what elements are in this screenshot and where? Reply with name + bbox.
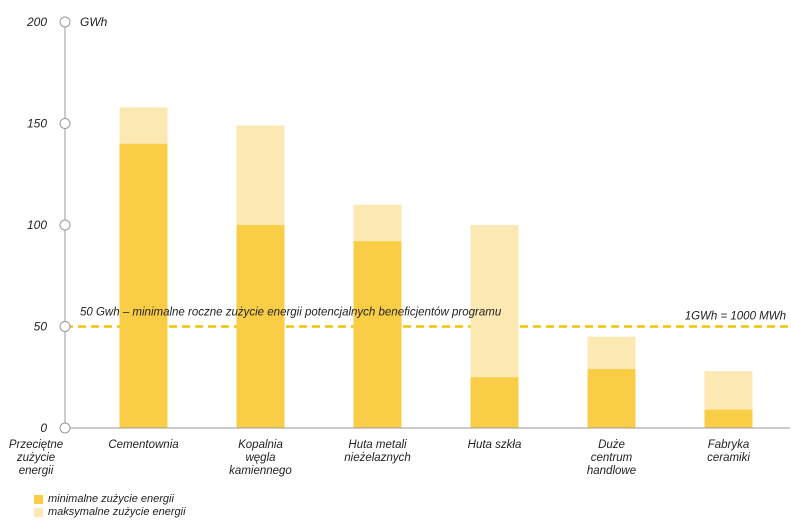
y-tick-label: 0 [40,421,47,435]
x-start-label-line: zużycie [16,452,55,464]
legend-swatch-max [34,508,43,517]
category-label-line: kamiennego [229,465,292,477]
bar-min [353,241,402,428]
legend-item-max: maksymalne zużycie energii [34,506,186,519]
category-label-line: Duże [598,439,625,451]
bar-min [587,369,636,428]
x-start-label: Przeciętne zużycie energii [9,439,63,477]
category-label-line: Fabryka [708,439,750,451]
legend-label-min: minimalne zużycie energii [48,493,174,505]
legend-item-min: minimalne zużycie energii [34,493,186,506]
y-tick-marker [59,219,71,231]
bar-min [704,409,753,428]
y-tick-marker [59,16,71,28]
x-start-label-line: Przeciętne [9,439,63,451]
y-tick-label: 150 [27,117,47,131]
category-label: Duże centrum handlowe [587,439,636,477]
y-tick-label: 100 [27,218,47,232]
category-label: Kopalnia węgla kamiennego [229,439,292,477]
category-label: Fabryka ceramiki [707,439,750,464]
legend-label-max: maksymalne zużycie energii [48,506,186,518]
category-label-line: handlowe [587,465,636,477]
category-label: Huta metali nieżelaznych [344,439,410,464]
y-unit-label: GWh [80,15,108,29]
bar-min [236,225,285,428]
axes-group [59,16,790,434]
legend-swatch-min [34,495,43,504]
reference-line-label: 50 Gwh – minimalne roczne zużycie energi… [80,307,502,319]
x-start-label-line: energii [19,465,54,477]
category-label-line: Kopalnia [238,439,283,451]
category-label: Huta szkła [468,439,522,451]
bars-group [119,107,753,429]
category-label-line: ceramiki [707,452,750,464]
bar-min [119,143,168,429]
category-label-line: węgla [245,452,275,464]
y-tick-label: 50 [34,320,48,334]
category-label-line: Cementownia [108,439,178,451]
unit-note: 1GWh = 1000 MWh [685,311,786,323]
category-label: Cementownia [108,439,178,451]
legend: minimalne zużycie energii maksymalne zuż… [34,493,186,519]
y-tick-marker [59,118,71,129]
category-label-line: Huta szkła [468,439,522,451]
labels-group: Cementownia Kopalnia węgla kamiennego Huta m… [9,15,786,477]
y-tick-label: 200 [26,15,47,29]
category-label-line: Huta metali [348,439,407,451]
y-tick-marker [59,321,71,332]
category-label-line: nieżelaznych [344,452,410,464]
category-label-line: centrum [591,452,633,464]
y-tick-marker [59,422,71,434]
bar-min [470,377,519,428]
